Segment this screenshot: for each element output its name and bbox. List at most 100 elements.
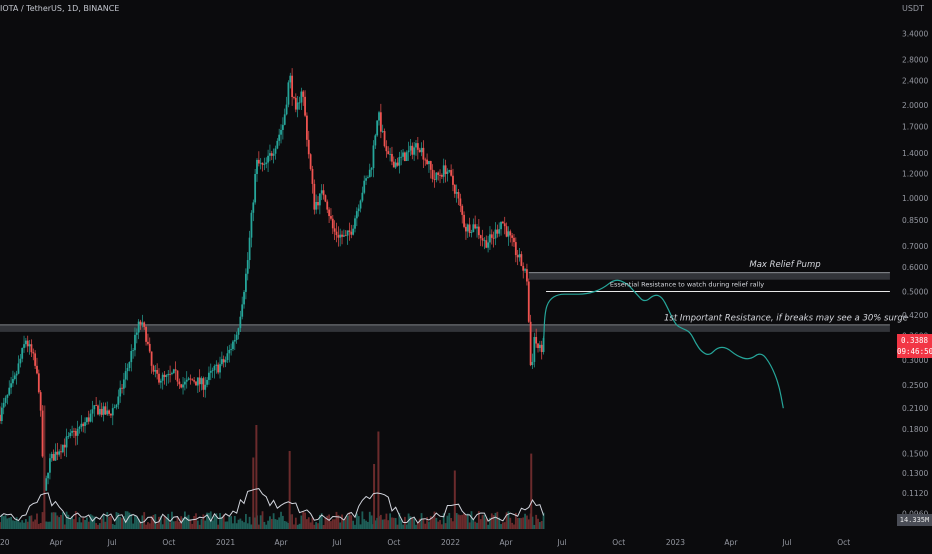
volume-bar [89, 514, 92, 529]
volume-bar [243, 522, 245, 529]
volume-bar [235, 523, 238, 529]
candle-body [524, 269, 526, 271]
candle-body [376, 120, 379, 136]
volume-ma-line [0, 488, 545, 524]
volume-bar [278, 517, 281, 529]
candle-body [335, 231, 338, 236]
y-tick-label: 1.7000 [902, 123, 928, 132]
candle-body [47, 472, 49, 479]
candle-body [537, 343, 539, 349]
candle-body [150, 351, 153, 366]
volume-bar [143, 512, 146, 529]
candle-body [418, 149, 421, 153]
volume-bar [411, 517, 414, 529]
volume-bar [10, 516, 12, 529]
candle-body [211, 370, 214, 372]
volume-bar [220, 517, 223, 529]
volume-bar [250, 524, 253, 529]
x-tick-label: Jul [107, 538, 117, 547]
candle-body [26, 340, 29, 347]
volume-bar [376, 517, 379, 529]
candle-body [318, 193, 321, 206]
candle-body [30, 344, 33, 353]
candle-body [265, 162, 268, 164]
volume-spike [252, 457, 255, 529]
volume-bar [402, 524, 404, 529]
candle-body [60, 451, 62, 453]
volume-bar [169, 522, 171, 529]
volume-bar [85, 517, 88, 529]
candle-body [293, 97, 295, 98]
candle-body [102, 406, 105, 415]
volume-bar [526, 515, 528, 529]
volume-bar [513, 524, 515, 529]
volume-bar [481, 515, 484, 529]
volume-bar [365, 520, 367, 529]
candle-body [416, 143, 419, 150]
candle-body [442, 165, 445, 177]
volume-bar [122, 516, 125, 529]
volume-bar [452, 521, 454, 529]
volume-bar [26, 521, 29, 529]
volume-bar [490, 513, 493, 529]
volume-bar [444, 523, 447, 529]
candle-body [67, 436, 70, 437]
candle-body [261, 162, 264, 165]
volume-bar [156, 523, 159, 529]
candle-body [124, 371, 127, 380]
volume-bar [520, 518, 523, 529]
candle-body [535, 337, 538, 344]
volume-bar [28, 516, 31, 529]
candle-body [165, 375, 168, 377]
candle-body [204, 384, 207, 390]
volume-bar [485, 518, 488, 529]
candle-body [61, 444, 64, 453]
volume-bar [368, 511, 371, 529]
candle-body [306, 115, 308, 140]
volume-bar [4, 515, 7, 529]
candle-body [0, 407, 3, 422]
candle-body [489, 234, 491, 243]
volume-bar [124, 511, 127, 529]
candle-body [372, 145, 375, 169]
candle-body [36, 365, 38, 374]
candle-body [272, 153, 275, 156]
volume-bar [446, 515, 449, 529]
volume-bar [45, 521, 48, 529]
x-tick-label: Apr [724, 538, 738, 547]
volume-bar [392, 517, 395, 529]
volume-bar [110, 515, 112, 529]
candle-body [167, 373, 170, 376]
volume-bar [267, 520, 269, 529]
volume-bar [172, 521, 175, 529]
candle-body [374, 135, 377, 146]
candle-body [154, 370, 157, 372]
candle-body [296, 102, 299, 110]
volume-bar [400, 519, 403, 529]
volume-bar [98, 523, 101, 529]
volume-bar [15, 517, 18, 529]
candle-body [256, 159, 258, 175]
candle-body [87, 417, 90, 422]
y-tick-label: 2.4000 [902, 76, 928, 85]
candle-body [435, 172, 438, 180]
volume-bar [30, 515, 33, 529]
volume-bar [0, 522, 1, 529]
volume-bar [379, 514, 382, 529]
volume-bar [357, 516, 360, 529]
candle-body [448, 170, 451, 172]
volume-bar [339, 522, 342, 529]
volume-bar [91, 515, 94, 529]
volume-bar [435, 517, 438, 529]
volume-bar [328, 514, 330, 529]
candle-body [65, 436, 68, 448]
candle-body [73, 430, 75, 432]
volume-bar [100, 518, 103, 529]
volume-bar [97, 524, 99, 529]
volume-bar [342, 520, 345, 529]
candle-body [145, 326, 147, 342]
candle-body [368, 169, 371, 178]
candle-body [34, 353, 37, 366]
